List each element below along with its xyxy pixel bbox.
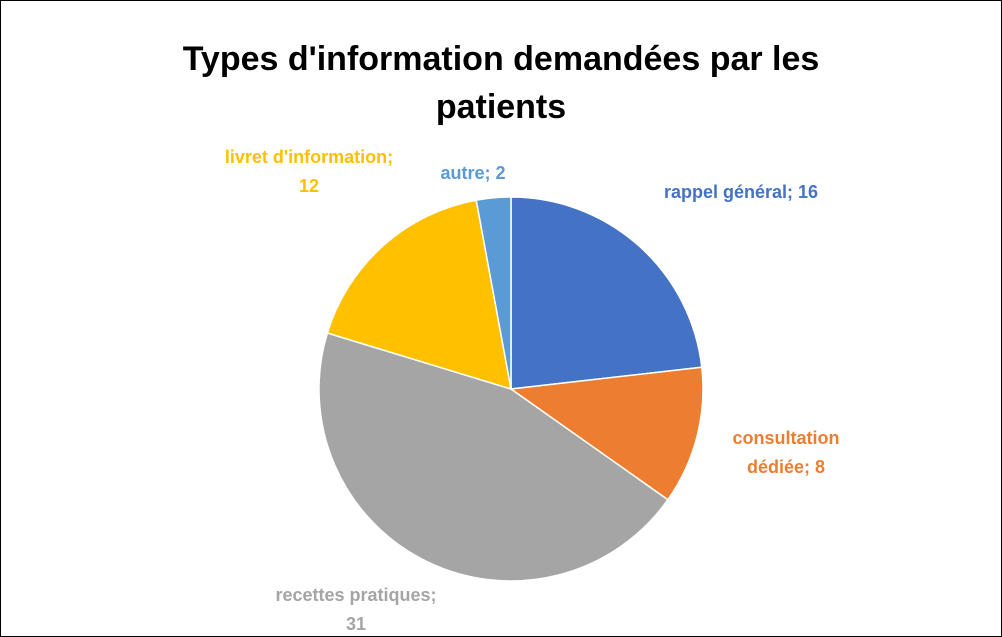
data-label: consultation dédiée; 8 <box>732 428 840 477</box>
data-label: recettes pratiques; 31 <box>275 585 437 634</box>
pie-slice <box>508 366 704 501</box>
data-label: autre; 2 <box>440 163 506 183</box>
pie-slice <box>510 196 703 390</box>
pie-slice <box>318 332 669 582</box>
data-label: rappel général; 16 <box>663 182 819 202</box>
chart-title: Types d'information demandées par les pa… <box>182 40 820 126</box>
data-label: livret d'information; 12 <box>224 147 394 196</box>
pie-slice <box>326 199 512 391</box>
pie-slice <box>475 196 512 390</box>
